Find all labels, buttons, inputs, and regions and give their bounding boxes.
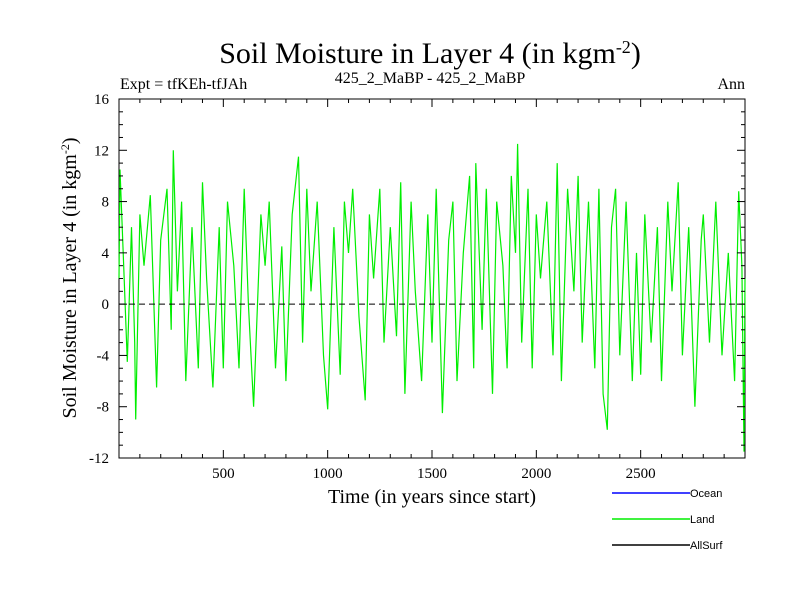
y-tick-label: 0 [102,297,110,313]
x-tick-label: 1500 [417,466,447,482]
subtitle: 425_2_MaBP - 425_2_MaBP [335,70,526,87]
series-line-land [118,143,746,452]
period-label: Ann [717,76,745,93]
x-tick-label: 2000 [521,466,551,482]
chart-title-end: ) [631,37,641,70]
x-tick-label: 2500 [626,466,656,482]
y-axis-label-end: ) [59,137,81,144]
y-axis-label-sup: -2 [58,144,72,154]
legend: Ocean Land AllSurf [612,488,723,552]
y-axis-label-main: Soil Moisture in Layer 4 (in kgm [59,154,81,419]
y-axis-label: Soil Moisture in Layer 4 (in kgm-2) [58,137,81,418]
y-tick-label: 12 [94,143,109,159]
y-tick-label: -4 [97,348,110,364]
legend-label-allsurf: AllSurf [690,540,723,552]
chart-title-main: Soil Moisture in Layer 4 (in kgm [219,37,616,70]
y-tick-label: -12 [89,451,109,467]
legend-label-land: Land [690,514,714,526]
series-layer [118,143,746,452]
legend-label-ocean: Ocean [690,488,722,500]
y-tick-label: -8 [97,400,110,416]
chart-title-sup: -2 [616,37,631,57]
expt-label: Expt = tfKEh-tfJAh [120,76,247,93]
tick-labels-layer: 500 1000 1500 2000 2500 -12 -8 -4 0 4 8 12 16 [89,92,656,482]
plot-frame [118,98,746,459]
ticks-layer [119,98,745,459]
x-axis-label: Time (in years since start) [328,486,536,508]
x-tick-label: 1000 [313,466,343,482]
y-tick-label: 8 [102,195,110,211]
chart-title: Soil Moisture in Layer 4 (in kgm-2) [219,37,641,70]
y-tick-label: 16 [94,92,110,108]
y-tick-label: 4 [102,246,110,262]
x-tick-label: 500 [212,466,235,482]
